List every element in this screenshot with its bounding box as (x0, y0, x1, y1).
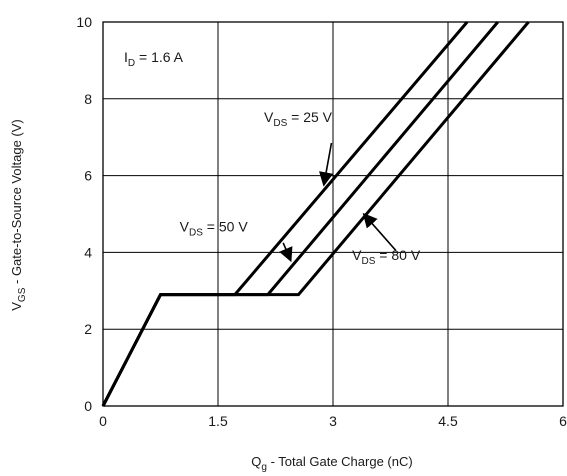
series-arrow-1 (319, 142, 334, 187)
x-tick-label: 1.5 (208, 413, 228, 429)
y-axis-title: VGS - Gate-to-Source Voltage (V) (9, 119, 28, 310)
series-line-3 (101, 21, 530, 407)
plot-frame (102, 21, 564, 407)
condition-label: ID = 1.6 A (124, 49, 184, 69)
x-axis-title: Qg - Total Gate Charge (nC) (251, 454, 412, 473)
series-label-1: VDS = 25 V (264, 109, 333, 129)
series-lines (101, 21, 530, 407)
series-arrow-2 (279, 242, 293, 263)
annotations: VDS = 25 V VDS = 50 V VDS = 80 V (180, 109, 421, 267)
y-tick-label: 6 (84, 168, 92, 184)
x-tick-label: 4.5 (438, 413, 458, 429)
y-tick-label: 10 (76, 14, 92, 30)
y-tick-labels: 0 2 4 6 8 10 (76, 14, 92, 414)
x-tick-labels: 0 1.5 3 4.5 6 (99, 413, 567, 429)
x-tick-label: 0 (99, 413, 107, 429)
y-tick-label: 8 (84, 91, 92, 107)
series-line-1 (101, 21, 469, 407)
x-tick-label: 3 (329, 413, 337, 429)
y-tick-label: 2 (84, 321, 92, 337)
y-tick-label: 4 (84, 244, 92, 260)
y-tick-label: 0 (84, 398, 92, 414)
series-line-2 (101, 21, 499, 407)
grid-lines (102, 21, 564, 407)
series-arrow-3 (362, 212, 397, 252)
series-label-3: VDS = 80 V (352, 247, 421, 267)
x-tick-label: 6 (559, 413, 567, 429)
series-label-2: VDS = 50 V (180, 218, 249, 238)
